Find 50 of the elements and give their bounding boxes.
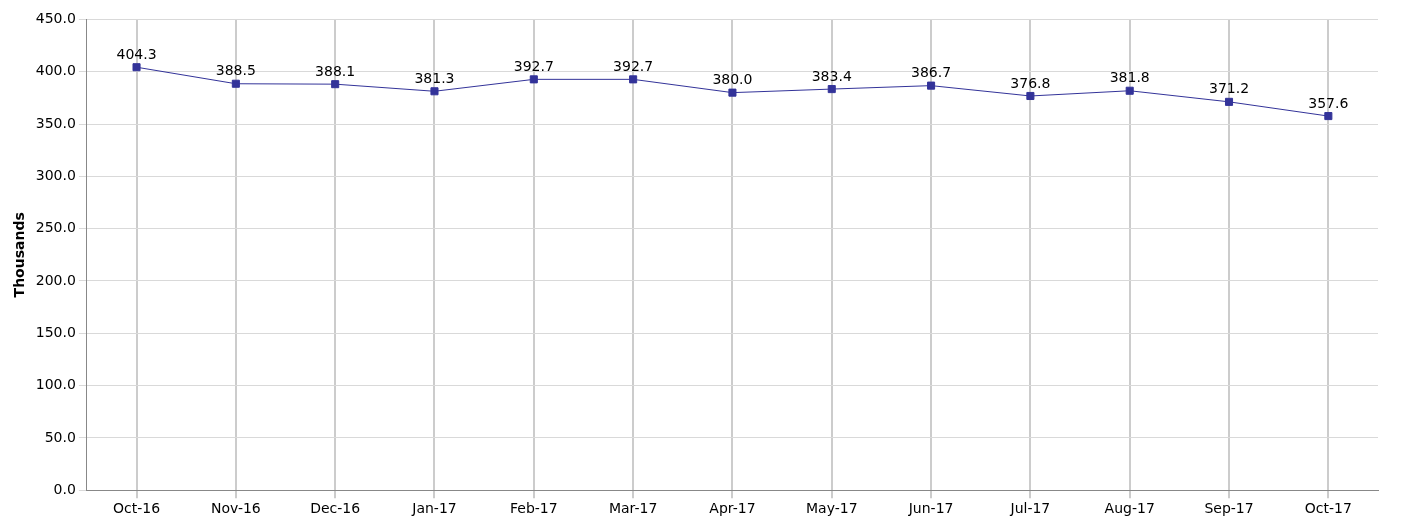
x-tick-label: Apr-17 — [709, 500, 756, 517]
data-label: 381.8 — [1109, 69, 1150, 86]
x-tick-label: Jan-17 — [411, 500, 457, 517]
x-tick-label: May-17 — [805, 500, 858, 517]
point — [927, 81, 936, 90]
point — [430, 87, 439, 96]
point — [827, 85, 836, 94]
data-label: 376.8 — [1010, 74, 1051, 91]
y-tick-label: 150.0 — [35, 323, 76, 340]
point — [529, 75, 538, 84]
data-label: 392.7 — [613, 57, 654, 74]
data-label: 383.4 — [811, 67, 852, 84]
x-tick-label: Sep-17 — [1204, 500, 1254, 517]
point — [629, 75, 638, 84]
x-tick-label: Dec-16 — [310, 500, 361, 517]
point — [1026, 91, 1035, 101]
point — [1125, 86, 1134, 95]
y-tick-label: 300.0 — [35, 166, 76, 183]
y-tick-label: 100.0 — [35, 376, 76, 393]
x-tick-label: Jun-17 — [907, 500, 954, 517]
y-tick-label: 50.0 — [44, 428, 76, 445]
point — [1224, 97, 1234, 106]
y-tick-label: 350.0 — [35, 114, 76, 131]
data-label: 404.3 — [116, 45, 157, 62]
y-tick-label: 200.0 — [35, 271, 76, 288]
point — [331, 80, 340, 89]
y-tick-label: 250.0 — [35, 219, 76, 236]
point — [132, 63, 141, 72]
y-tick-label: 450.0 — [35, 10, 76, 27]
y-tick-label: 400.0 — [35, 62, 76, 79]
data-label: 357.6 — [1308, 94, 1349, 111]
data-label: 380.0 — [712, 71, 753, 88]
x-tick-label: Jul-17 — [1009, 500, 1051, 517]
point — [231, 79, 240, 88]
data-label: 386.7 — [911, 64, 952, 81]
point — [728, 88, 737, 97]
x-tick-label: Oct-16 — [113, 500, 161, 517]
x-tick-label: Nov-16 — [210, 500, 261, 517]
y-axis-title: Thousands — [11, 212, 28, 298]
x-tick-label: Mar-17 — [608, 500, 658, 517]
data-label: 388.1 — [315, 62, 356, 79]
x-tick-label: Feb-17 — [509, 500, 558, 517]
data-label: 381.3 — [414, 69, 455, 86]
point — [1324, 112, 1333, 121]
x-tick-label: Oct-17 — [1304, 500, 1352, 517]
x-tick-label: Aug-17 — [1104, 500, 1155, 517]
y-tick-label: 0.0 — [53, 480, 76, 497]
data-label: 392.7 — [513, 57, 554, 74]
data-label: 388.5 — [215, 62, 256, 79]
data-label: 371.2 — [1208, 80, 1250, 97]
